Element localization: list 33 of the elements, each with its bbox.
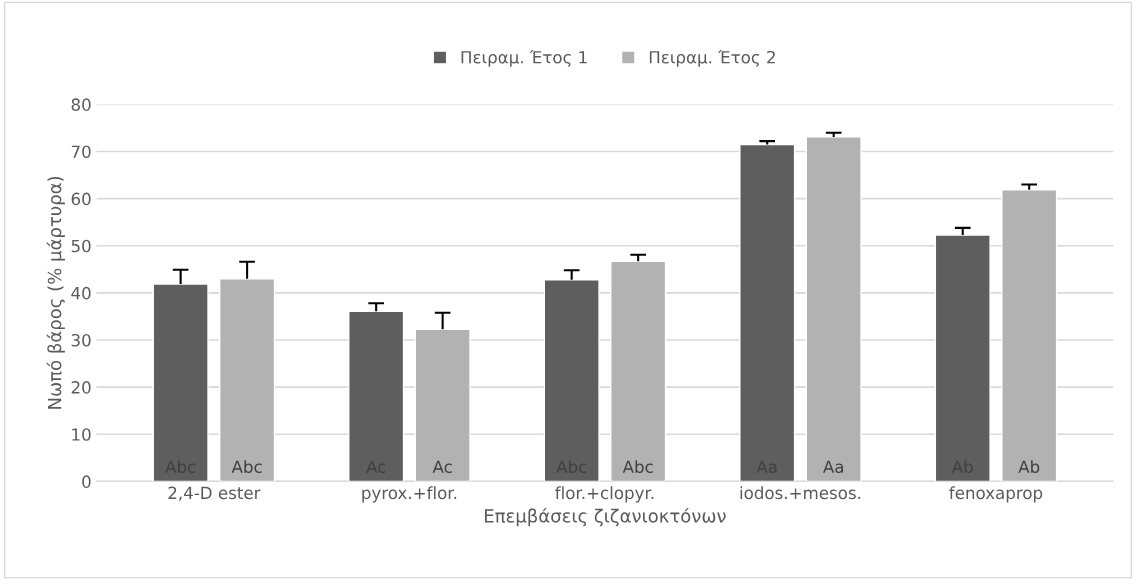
legend-label: Πειραμ. Έτος 1: [461, 49, 587, 67]
bar: [610, 260, 667, 482]
y-tick-label: 10: [72, 428, 91, 441]
x-tick-label: iodos.+mesos.: [740, 486, 861, 500]
legend-label: Πειραμ. Έτος 2: [649, 49, 775, 67]
y-tick-label: 70: [71, 145, 91, 159]
bar: [1001, 189, 1058, 482]
bar: [805, 136, 862, 482]
x-tick-label: pyrox.+flor.: [362, 486, 457, 503]
data-label: Abc: [622, 460, 653, 474]
data-label: Ab: [1018, 460, 1040, 474]
bar: [348, 310, 405, 482]
y-tick-label: 40: [71, 286, 91, 300]
bar: [414, 328, 471, 482]
y-tick-label: 20: [71, 381, 91, 394]
bar: [934, 234, 991, 482]
y-tick-label: 0: [82, 475, 91, 488]
x-tick-label: 2,4-D ester: [168, 486, 261, 501]
data-label: Abc: [231, 460, 262, 474]
data-label: Aa: [823, 460, 843, 474]
x-tick-label: flor.+clopyr.: [555, 486, 654, 503]
y-tick-label: 50: [71, 239, 91, 253]
data-label: Ac: [432, 460, 452, 474]
y-axis-title: Νωπό βάρος (% μάρτυρα): [46, 176, 65, 409]
bar: [543, 279, 600, 482]
x-tick-label: fenoxaprop: [949, 486, 1043, 503]
x-axis-title: Επεμβάσεις ζιζανιοκτόνων: [485, 507, 726, 527]
bar: [739, 143, 796, 482]
y-tick-label: 60: [71, 192, 91, 206]
y-tick-label: 30: [71, 333, 91, 347]
bar: [219, 278, 276, 482]
bar: [152, 283, 209, 482]
y-tick-label: 80: [71, 98, 91, 111]
